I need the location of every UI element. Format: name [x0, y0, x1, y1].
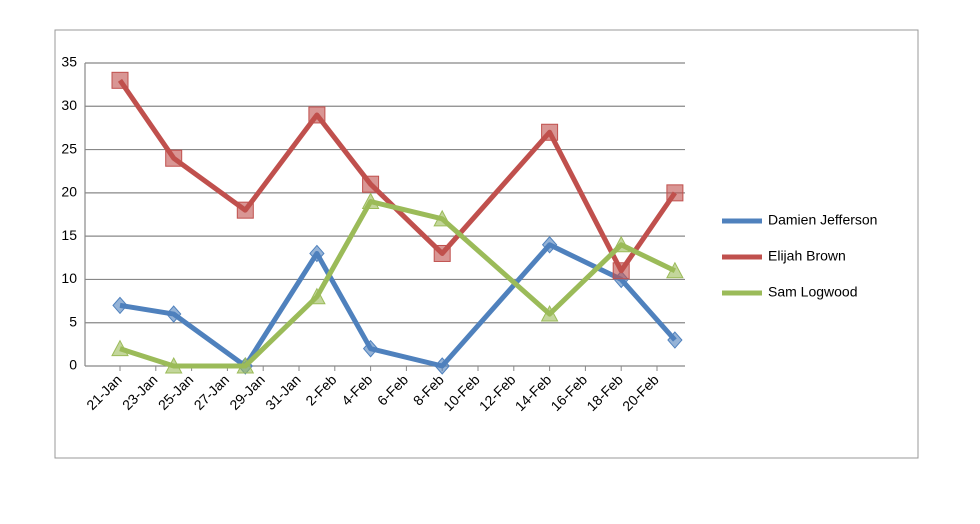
marker	[434, 357, 450, 375]
marker	[612, 262, 630, 280]
y-tick-label: 5	[69, 313, 77, 329]
y-tick-label: 15	[61, 227, 77, 243]
marker	[667, 331, 683, 349]
marker	[666, 261, 684, 279]
marker	[361, 192, 380, 210]
marker	[111, 339, 129, 357]
marker	[236, 356, 255, 374]
y-tick-label: 10	[61, 270, 77, 286]
marker	[165, 149, 183, 167]
marker	[308, 287, 326, 305]
marker	[362, 339, 379, 358]
marker	[433, 209, 452, 227]
legend-label: Sam Logwood	[768, 284, 858, 300]
marker	[309, 244, 325, 263]
marker	[112, 296, 128, 315]
y-tick-label: 20	[61, 184, 77, 200]
marker	[541, 236, 558, 254]
marker	[308, 106, 326, 124]
legend-label: Damien Jefferson	[768, 212, 877, 228]
y-tick-label: 30	[61, 97, 77, 113]
legend-label: Elijah Brown	[768, 248, 846, 264]
marker	[111, 71, 129, 89]
marker	[433, 244, 451, 262]
marker	[164, 356, 183, 374]
y-tick-label: 0	[69, 357, 77, 373]
marker	[362, 175, 380, 193]
marker	[541, 123, 559, 141]
y-tick-label: 35	[61, 54, 77, 70]
y-tick-label: 25	[61, 140, 77, 156]
marker	[666, 184, 684, 202]
chart-frame	[54, 29, 919, 459]
marker	[612, 235, 631, 253]
marker	[166, 305, 182, 323]
marker	[540, 304, 559, 322]
marker	[236, 201, 254, 219]
